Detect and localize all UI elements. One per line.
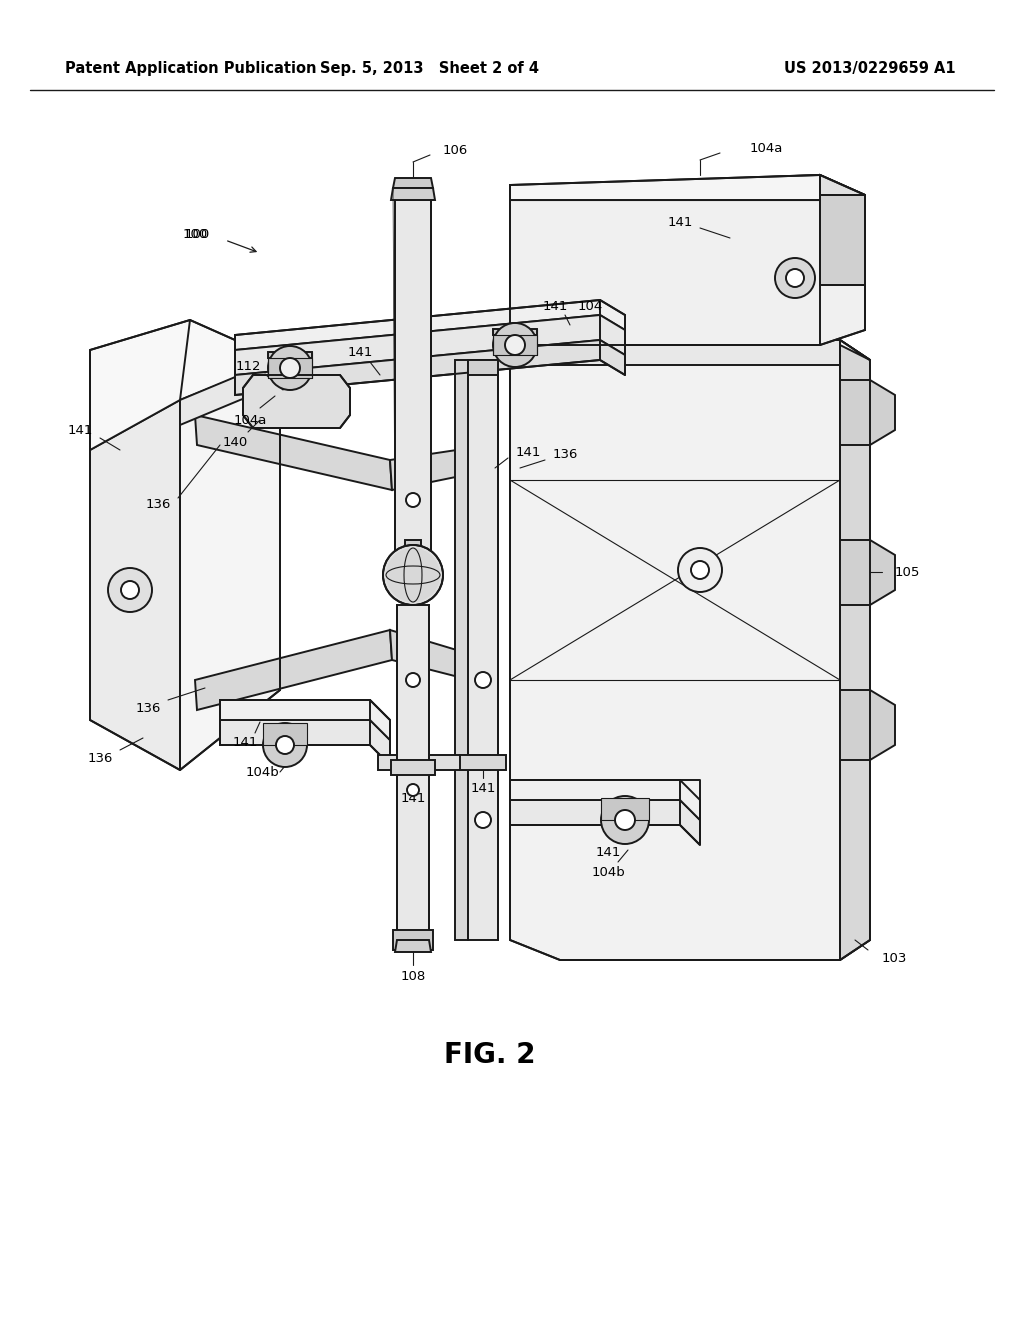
Text: 141: 141	[68, 424, 93, 437]
Polygon shape	[220, 700, 390, 741]
Polygon shape	[90, 400, 180, 770]
Polygon shape	[840, 380, 895, 445]
Text: 141: 141	[400, 792, 426, 804]
Text: 136: 136	[135, 701, 161, 714]
Polygon shape	[234, 341, 625, 395]
Text: 136: 136	[145, 499, 171, 511]
Circle shape	[615, 810, 635, 830]
Polygon shape	[195, 414, 392, 490]
Circle shape	[475, 812, 490, 828]
Text: 141: 141	[232, 737, 258, 750]
Text: 141: 141	[668, 215, 692, 228]
Circle shape	[121, 581, 139, 599]
Circle shape	[263, 723, 307, 767]
Polygon shape	[510, 176, 865, 345]
Polygon shape	[397, 605, 429, 940]
Polygon shape	[510, 341, 870, 960]
Text: 112: 112	[236, 359, 261, 372]
Polygon shape	[468, 360, 498, 375]
Polygon shape	[840, 540, 895, 605]
Text: Patent Application Publication: Patent Application Publication	[65, 61, 316, 75]
Text: 100: 100	[182, 228, 208, 242]
Text: 141: 141	[347, 346, 373, 359]
Polygon shape	[195, 630, 392, 710]
Polygon shape	[406, 540, 421, 554]
Polygon shape	[510, 780, 700, 820]
Polygon shape	[468, 360, 498, 940]
Polygon shape	[393, 178, 433, 187]
Circle shape	[601, 796, 649, 843]
Text: Sep. 5, 2013   Sheet 2 of 4: Sep. 5, 2013 Sheet 2 of 4	[321, 61, 540, 75]
Text: 100: 100	[184, 228, 210, 242]
Polygon shape	[378, 755, 397, 770]
Polygon shape	[840, 341, 870, 960]
Polygon shape	[90, 319, 280, 450]
Polygon shape	[510, 341, 840, 366]
Circle shape	[786, 269, 804, 286]
Text: 104a: 104a	[233, 413, 266, 426]
Polygon shape	[391, 760, 435, 775]
Polygon shape	[268, 352, 312, 358]
Polygon shape	[429, 755, 490, 770]
Text: 104b: 104b	[591, 866, 625, 879]
Polygon shape	[455, 360, 468, 940]
Polygon shape	[263, 723, 307, 744]
Text: 106: 106	[442, 144, 468, 157]
Circle shape	[407, 784, 419, 796]
Polygon shape	[401, 548, 425, 558]
Polygon shape	[820, 195, 865, 285]
Circle shape	[475, 672, 490, 688]
Text: 108: 108	[400, 970, 426, 983]
Circle shape	[383, 545, 443, 605]
Circle shape	[691, 561, 709, 579]
Circle shape	[678, 548, 722, 591]
Polygon shape	[268, 358, 312, 378]
Polygon shape	[840, 690, 895, 760]
Polygon shape	[395, 940, 431, 952]
Polygon shape	[390, 630, 490, 685]
Polygon shape	[391, 187, 435, 201]
Circle shape	[108, 568, 152, 612]
Polygon shape	[510, 341, 870, 360]
Polygon shape	[234, 315, 625, 375]
Polygon shape	[180, 360, 280, 770]
Polygon shape	[395, 201, 431, 554]
Polygon shape	[220, 719, 390, 766]
Polygon shape	[493, 335, 537, 355]
Text: 141: 141	[595, 846, 621, 858]
Circle shape	[276, 737, 294, 754]
Polygon shape	[390, 445, 490, 490]
Text: 141: 141	[470, 781, 496, 795]
Polygon shape	[510, 176, 865, 201]
Text: 136: 136	[87, 751, 113, 764]
Polygon shape	[393, 931, 433, 950]
Text: 141: 141	[515, 446, 541, 458]
Polygon shape	[234, 300, 625, 350]
Circle shape	[406, 492, 420, 507]
Polygon shape	[180, 360, 280, 425]
Circle shape	[505, 335, 525, 355]
Polygon shape	[820, 176, 865, 260]
Text: 104: 104	[578, 301, 603, 314]
Text: 141: 141	[543, 301, 567, 314]
Circle shape	[775, 257, 815, 298]
Circle shape	[386, 548, 440, 602]
Polygon shape	[493, 329, 537, 335]
Text: FIG. 2: FIG. 2	[444, 1041, 536, 1069]
Text: 136: 136	[552, 449, 578, 462]
Circle shape	[406, 673, 420, 686]
Text: 103: 103	[882, 952, 907, 965]
Text: 104b: 104b	[245, 767, 279, 780]
Polygon shape	[243, 375, 350, 428]
Text: 140: 140	[222, 437, 248, 450]
Polygon shape	[460, 755, 506, 770]
Circle shape	[280, 358, 300, 378]
Polygon shape	[601, 799, 649, 820]
Text: 105: 105	[895, 565, 921, 578]
Circle shape	[268, 346, 312, 389]
Polygon shape	[510, 800, 700, 845]
Text: 104a: 104a	[750, 141, 783, 154]
Circle shape	[493, 323, 537, 367]
Text: US 2013/0229659 A1: US 2013/0229659 A1	[784, 61, 955, 75]
